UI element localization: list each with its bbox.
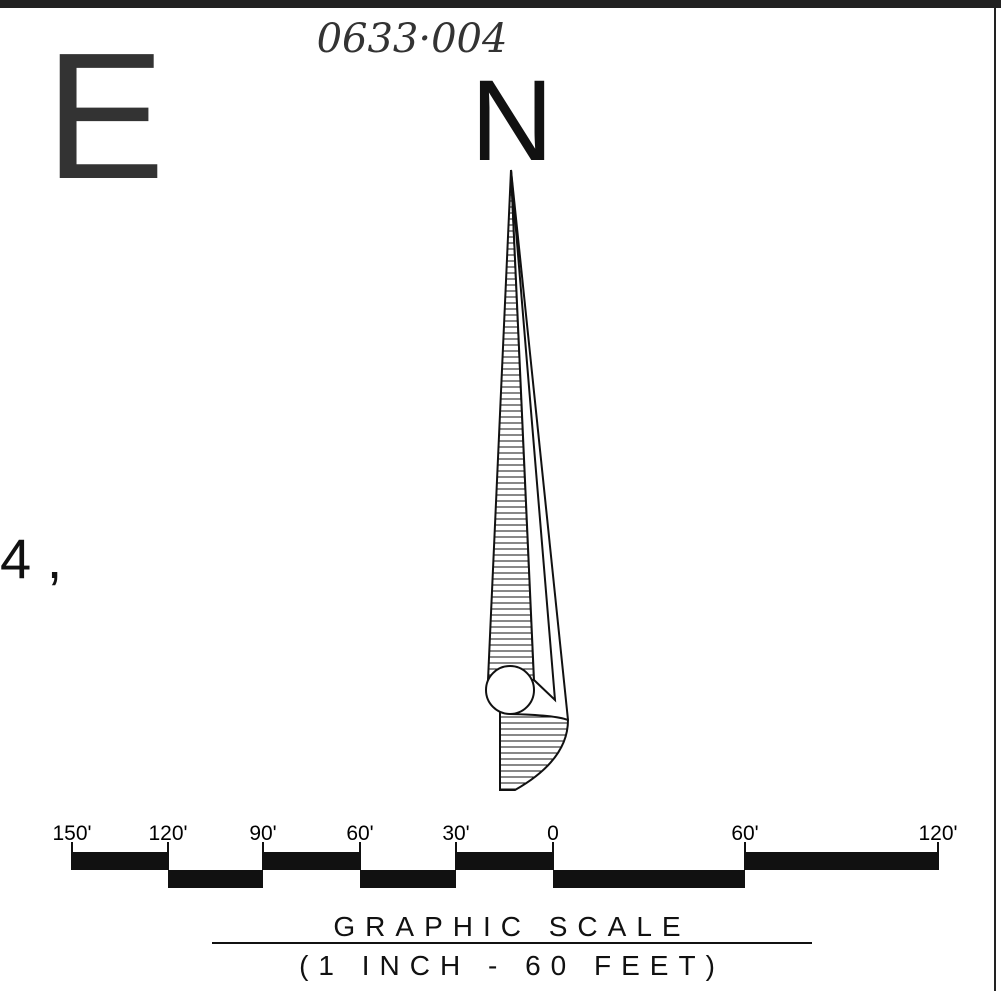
scale-label: 30' <box>442 822 469 845</box>
north-arrow <box>485 169 570 791</box>
scale-label: 90' <box>249 822 276 845</box>
scale-label: 60' <box>346 822 373 845</box>
scale-title: GRAPHIC SCALE <box>333 911 690 942</box>
top-border <box>0 0 1001 8</box>
left-fragment: 4 , <box>0 527 62 590</box>
scale-bar <box>72 852 938 888</box>
handwritten-number: 0633·004 <box>317 16 508 62</box>
scale-subtitle: (1 INCH - 60 FEET) <box>299 950 725 981</box>
scale-label: 120' <box>148 822 187 845</box>
scale-label: 150' <box>52 822 91 845</box>
scale-label: 60' <box>731 822 758 845</box>
scale-label: 0 <box>547 822 559 845</box>
sheet-letter: E <box>45 16 165 217</box>
north-label: N <box>470 57 553 185</box>
scale-label: 120' <box>918 822 957 845</box>
